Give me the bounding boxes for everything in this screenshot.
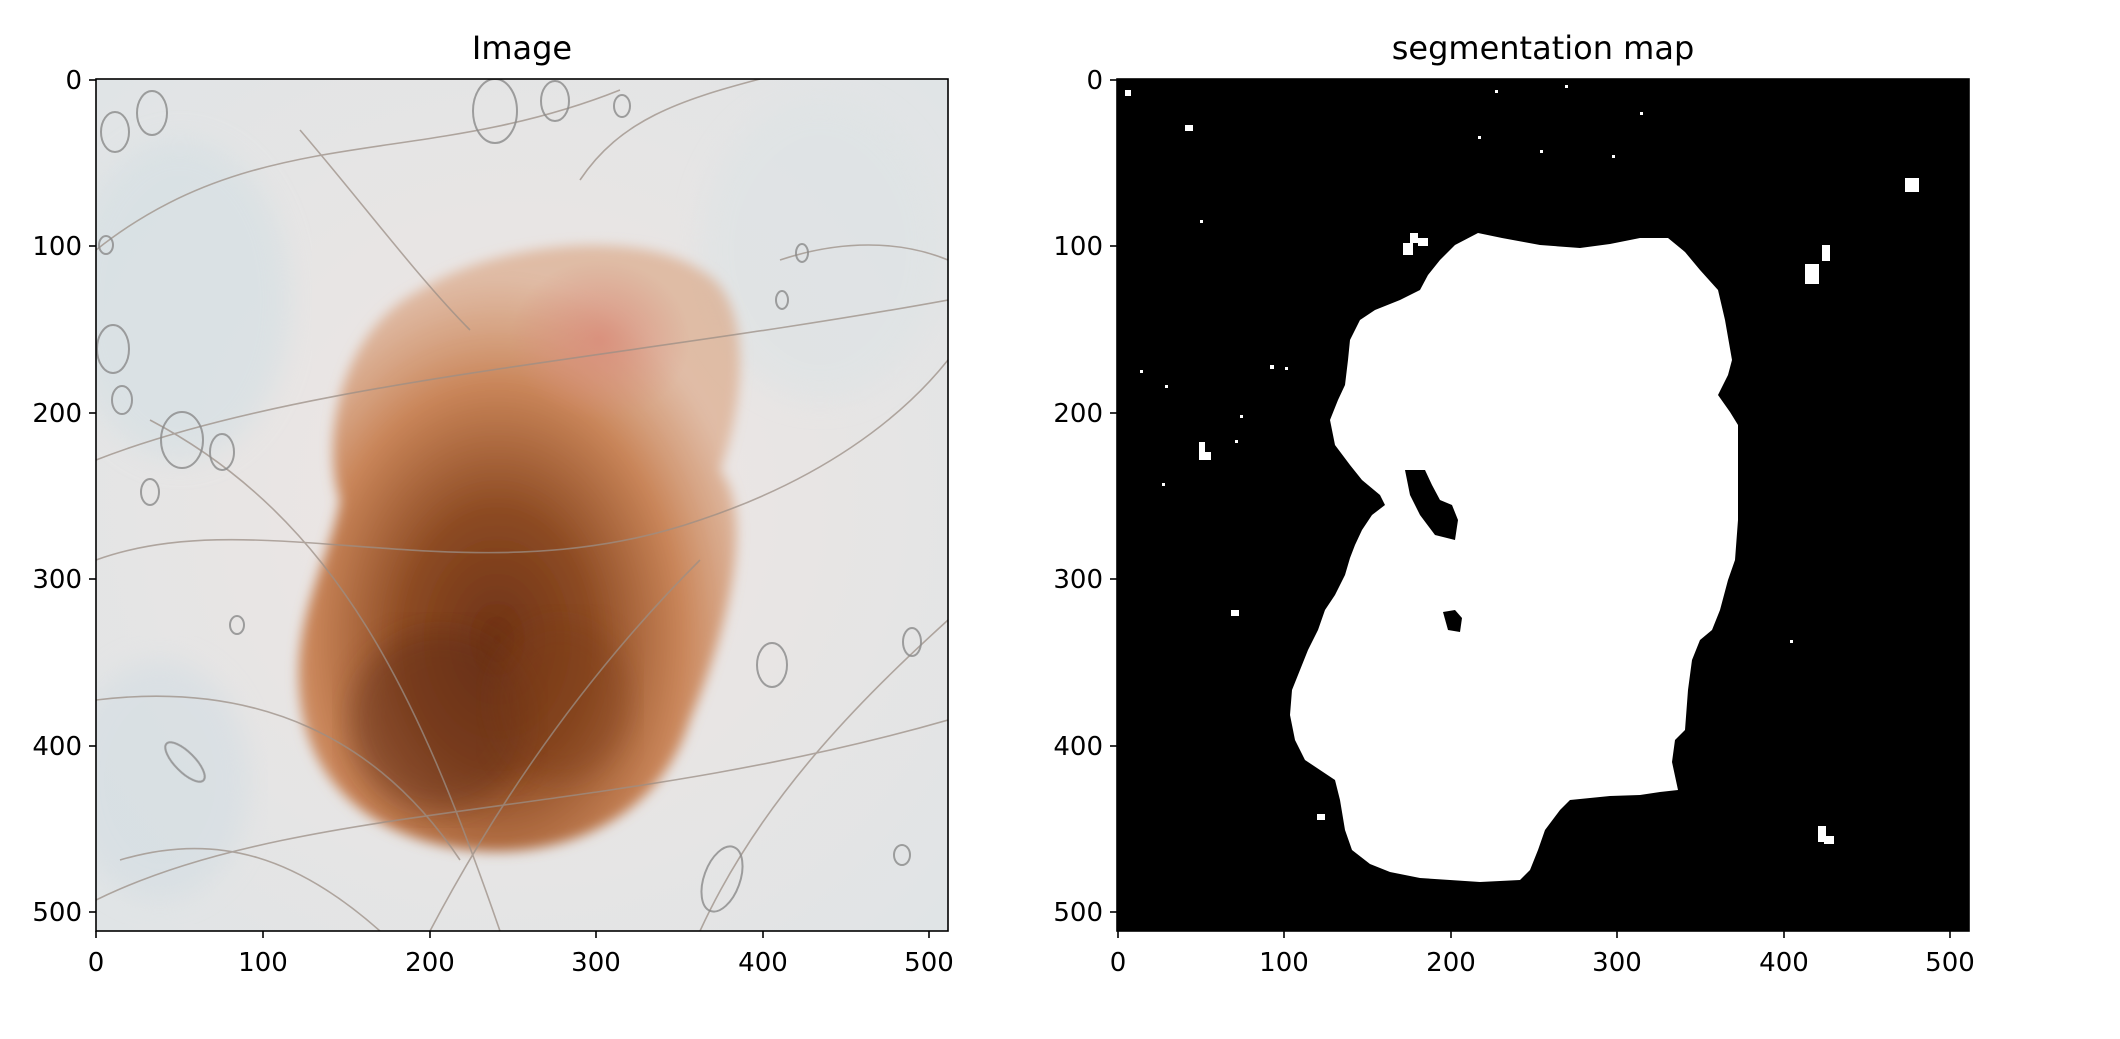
image-y-tick-label: 500 — [32, 898, 82, 928]
segmentation-x-tick-label: 0 — [1110, 948, 1127, 978]
image-x-tick-label: 300 — [571, 948, 621, 978]
segmentation-x-tick-label: 200 — [1426, 948, 1476, 978]
segmentation-y-tick-label: 500 — [1053, 898, 1103, 928]
lesion-mask — [1290, 233, 1738, 882]
image-y-tick-label: 0 — [65, 66, 82, 96]
image-x-tick-label: 100 — [238, 948, 288, 978]
segmentation-y-tick-label: 200 — [1053, 399, 1103, 429]
image-x-tick-label: 200 — [405, 948, 455, 978]
image-x-tick-label: 0 — [88, 948, 105, 978]
image-y-tick-label: 200 — [32, 399, 82, 429]
segmentation-y-tick-label: 300 — [1053, 565, 1103, 595]
image-x-tick-label: 400 — [738, 948, 788, 978]
image-y-tick-label: 400 — [32, 732, 82, 762]
image-y-tick-label: 300 — [32, 565, 82, 595]
segmentation-x-tick-label: 500 — [1925, 948, 1975, 978]
segmentation-y-tick-label: 100 — [1053, 232, 1103, 262]
dermoscopy-image — [96, 79, 948, 931]
segmentation-panel-title: segmentation map — [1392, 29, 1695, 67]
image-x-axis — [95, 931, 930, 938]
segmentation-map — [1117, 79, 1969, 931]
image-y-tick-label: 100 — [32, 232, 82, 262]
segmentation-x-tick-label: 300 — [1592, 948, 1642, 978]
segmentation-y-tick-label: 0 — [1086, 66, 1103, 96]
segmentation-x-tick-label: 400 — [1759, 948, 1809, 978]
segmentation-panel: segmentation map — [1053, 29, 1974, 978]
segmentation-x-tick-label: 100 — [1259, 948, 1309, 978]
segmentation-y-axis — [1110, 79, 1117, 913]
image-panel-title: Image — [472, 29, 572, 67]
segmentation-y-tick-label: 400 — [1053, 732, 1103, 762]
image-x-tick-label: 500 — [904, 948, 954, 978]
image-panel: Image — [32, 29, 953, 978]
image-axes-frame — [95, 78, 949, 932]
image-y-axis — [89, 79, 96, 913]
segmentation-axes-frame — [1116, 78, 1970, 932]
segmentation-x-axis — [1117, 931, 1951, 938]
